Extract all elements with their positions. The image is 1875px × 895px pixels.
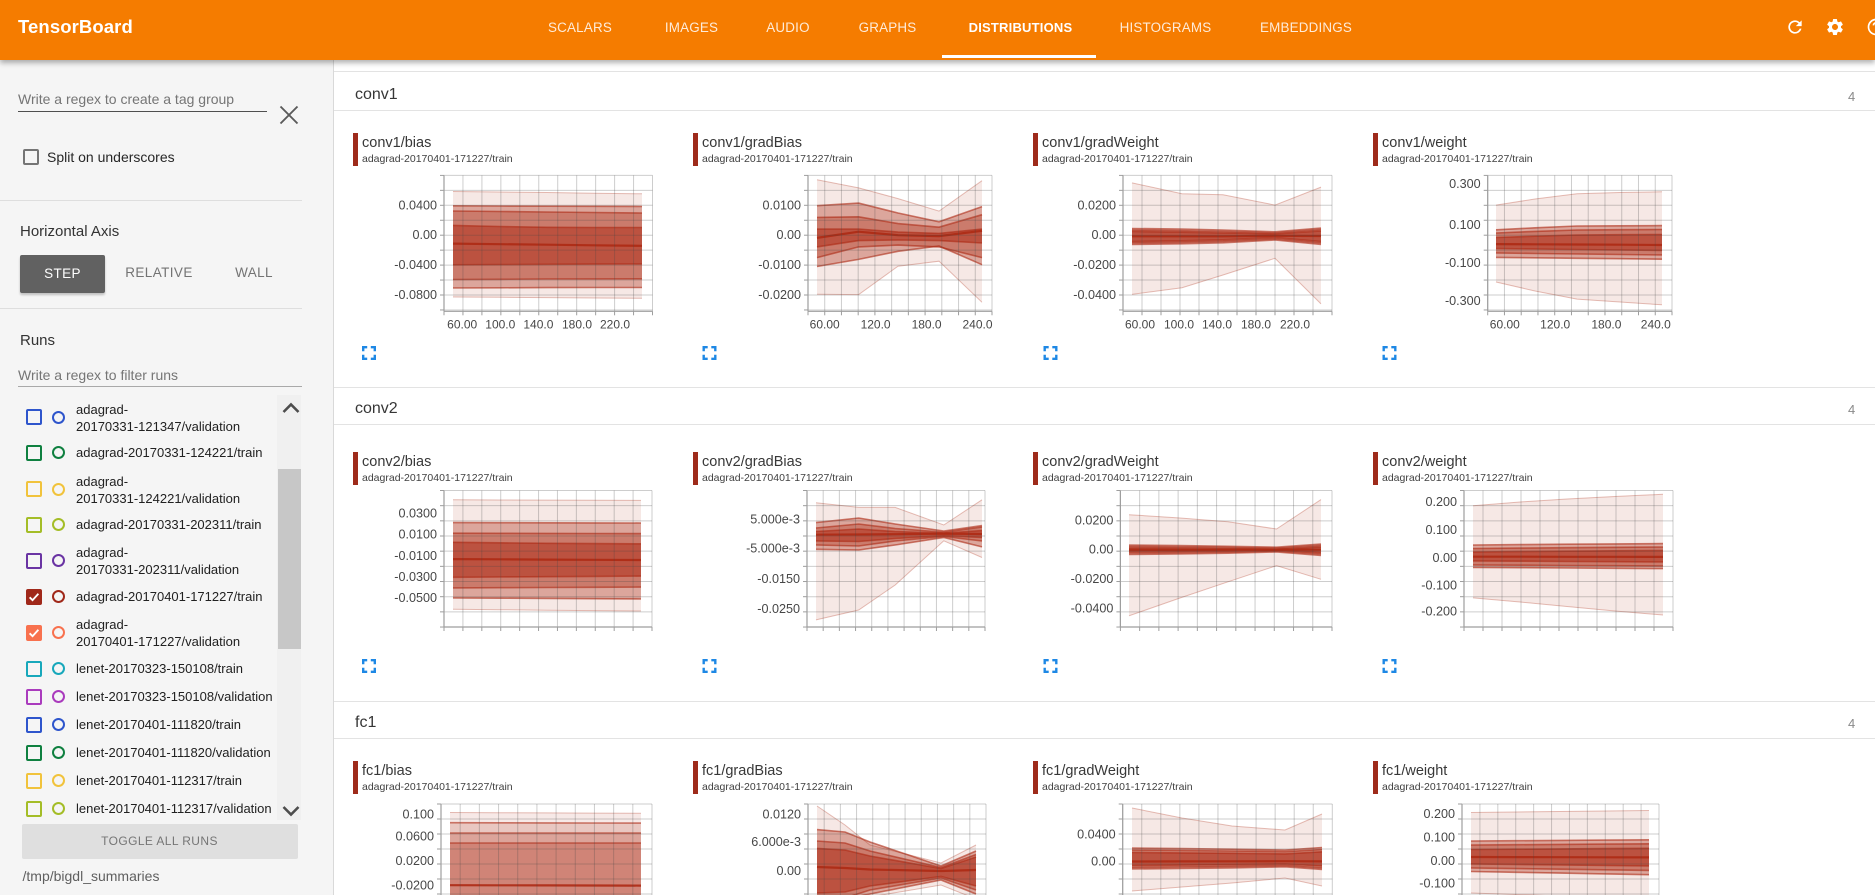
svg-text:-0.0400: -0.0400 xyxy=(1071,602,1114,616)
svg-text:60.00: 60.00 xyxy=(1490,318,1520,332)
svg-text:0.100: 0.100 xyxy=(1425,523,1457,537)
svg-text:0.0400: 0.0400 xyxy=(398,198,437,212)
svg-text:0.00: 0.00 xyxy=(1091,855,1116,869)
svg-text:-0.0800: -0.0800 xyxy=(394,288,437,302)
svg-text:180.0: 180.0 xyxy=(1241,318,1271,332)
svg-text:60.00: 60.00 xyxy=(810,318,840,332)
svg-text:0.0200: 0.0200 xyxy=(1075,513,1114,527)
svg-text:0.100: 0.100 xyxy=(1423,831,1455,845)
svg-text:0.0100: 0.0100 xyxy=(398,528,437,542)
svg-text:-0.0300: -0.0300 xyxy=(394,570,437,584)
svg-text:0.00: 0.00 xyxy=(412,228,437,242)
svg-text:0.100: 0.100 xyxy=(1449,218,1481,232)
svg-text:0.100: 0.100 xyxy=(402,808,434,822)
svg-text:0.300: 0.300 xyxy=(1449,177,1481,191)
svg-text:120.0: 120.0 xyxy=(1540,318,1570,332)
svg-text:100.0: 100.0 xyxy=(485,318,515,332)
svg-text:-0.0200: -0.0200 xyxy=(391,879,434,893)
svg-text:0.00: 0.00 xyxy=(1091,228,1116,242)
svg-text:6.000e-3: 6.000e-3 xyxy=(751,835,801,849)
svg-text:60.00: 60.00 xyxy=(447,318,477,332)
svg-text:-0.100: -0.100 xyxy=(1421,578,1457,592)
svg-text:-0.300: -0.300 xyxy=(1445,294,1481,308)
svg-text:60.00: 60.00 xyxy=(1125,318,1155,332)
svg-text:-0.0200: -0.0200 xyxy=(1071,572,1114,586)
svg-text:-0.100: -0.100 xyxy=(1419,877,1455,891)
svg-text:0.0400: 0.0400 xyxy=(1077,828,1116,842)
svg-text:220.0: 220.0 xyxy=(1280,318,1310,332)
svg-text:-0.0400: -0.0400 xyxy=(1073,288,1116,302)
svg-text:-0.200: -0.200 xyxy=(1421,605,1457,619)
svg-text:140.0: 140.0 xyxy=(523,318,553,332)
svg-text:0.00: 0.00 xyxy=(1089,543,1114,557)
svg-text:240.0: 240.0 xyxy=(962,318,992,332)
svg-text:0.00: 0.00 xyxy=(776,228,801,242)
svg-text:0.00: 0.00 xyxy=(1432,551,1457,565)
svg-text:140.0: 140.0 xyxy=(1202,318,1232,332)
svg-text:0.0100: 0.0100 xyxy=(762,198,801,212)
svg-text:180.0: 180.0 xyxy=(1591,318,1621,332)
svg-text:-5.000e-3: -5.000e-3 xyxy=(746,541,800,555)
svg-text:-0.0150: -0.0150 xyxy=(757,572,800,586)
svg-text:0.0120: 0.0120 xyxy=(762,808,801,822)
svg-text:-0.0400: -0.0400 xyxy=(394,258,437,272)
svg-text:220.0: 220.0 xyxy=(600,318,630,332)
svg-text:0.0600: 0.0600 xyxy=(395,829,434,843)
svg-text:180.0: 180.0 xyxy=(912,318,942,332)
svg-text:-0.0500: -0.0500 xyxy=(394,591,437,605)
svg-text:5.000e-3: 5.000e-3 xyxy=(750,513,800,527)
svg-text:-0.0250: -0.0250 xyxy=(757,602,800,616)
svg-text:100.0: 100.0 xyxy=(1164,318,1194,332)
svg-text:0.0200: 0.0200 xyxy=(1077,198,1116,212)
svg-text:0.00: 0.00 xyxy=(776,864,801,878)
svg-text:0.200: 0.200 xyxy=(1423,807,1455,821)
svg-text:-0.0200: -0.0200 xyxy=(758,288,801,302)
svg-text:240.0: 240.0 xyxy=(1641,318,1671,332)
svg-text:180.0: 180.0 xyxy=(562,318,592,332)
svg-text:120.0: 120.0 xyxy=(861,318,891,332)
svg-text:0.00: 0.00 xyxy=(1430,854,1455,868)
svg-text:-0.100: -0.100 xyxy=(1445,256,1481,270)
svg-text:-0.0100: -0.0100 xyxy=(394,549,437,563)
svg-text:0.200: 0.200 xyxy=(1425,495,1457,509)
svg-text:-0.0100: -0.0100 xyxy=(758,258,801,272)
svg-text:0.0200: 0.0200 xyxy=(395,854,434,868)
svg-text:-0.0200: -0.0200 xyxy=(1073,258,1116,272)
svg-text:0.0300: 0.0300 xyxy=(398,507,437,521)
